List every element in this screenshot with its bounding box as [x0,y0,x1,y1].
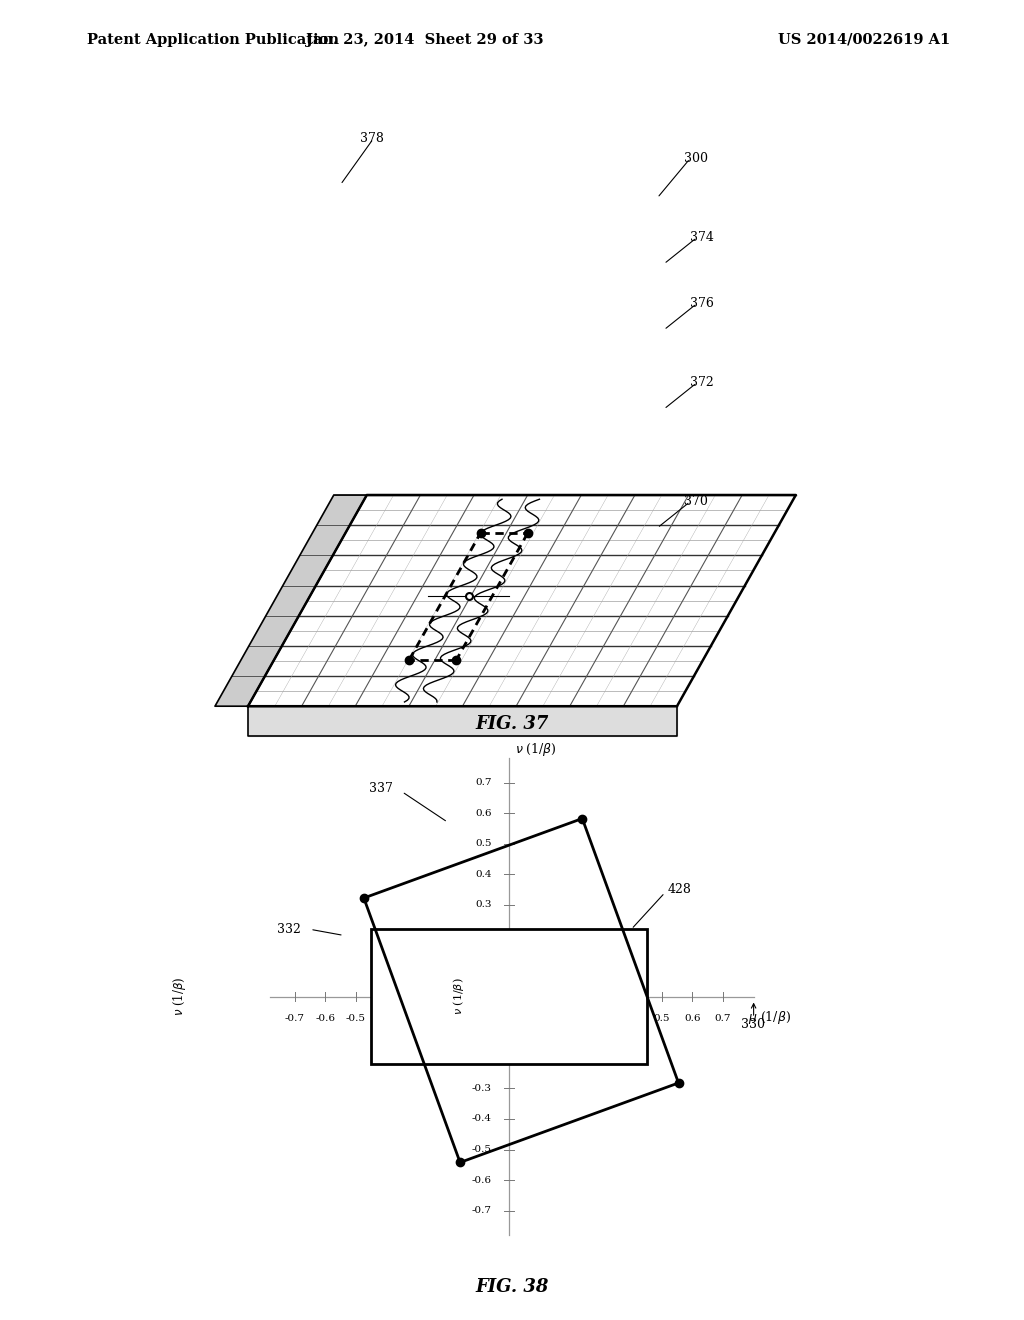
Text: -0.6: -0.6 [315,1014,336,1023]
Text: 372: 372 [690,376,714,389]
Text: $\nu$ (1/$\beta$): $\nu$ (1/$\beta$) [515,741,557,758]
Bar [372,929,646,1064]
Text: 0.5: 0.5 [475,840,492,849]
Text: 378: 378 [360,132,384,145]
Text: -0.1: -0.1 [472,1023,492,1032]
Text: -0.7: -0.7 [472,1206,492,1216]
Text: 374: 374 [690,231,714,244]
Text: US 2014/0022619 A1: US 2014/0022619 A1 [778,33,950,48]
Text: 0.1: 0.1 [475,961,492,970]
Text: -0.5: -0.5 [472,1144,492,1154]
Text: 0.7: 0.7 [475,777,492,787]
Text: FIG. 38: FIG. 38 [475,1278,549,1296]
Text: 0.3: 0.3 [475,900,492,909]
Polygon shape [248,706,677,737]
Text: 376: 376 [690,297,714,310]
Text: 330: 330 [741,1018,765,1031]
Text: FIG. 37: FIG. 37 [475,714,549,733]
Text: $\mu$ (1/$\beta$): $\mu$ (1/$\beta$) [748,1008,791,1026]
Text: -0.2: -0.2 [438,1014,458,1023]
Text: 0.5: 0.5 [653,1014,670,1023]
Text: Jan. 23, 2014  Sheet 29 of 33: Jan. 23, 2014 Sheet 29 of 33 [306,33,544,48]
Text: -0.5: -0.5 [346,1014,366,1023]
Text: 0.3: 0.3 [593,1014,609,1023]
Text: 0.4: 0.4 [475,870,492,879]
Text: 428: 428 [668,883,692,896]
Text: -0.4: -0.4 [377,1014,396,1023]
Text: -0.3: -0.3 [408,1014,427,1023]
Text: -0.7: -0.7 [285,1014,305,1023]
Text: 0.6: 0.6 [475,809,492,817]
Text: 337: 337 [369,783,393,795]
Text: 370: 370 [684,495,708,508]
Text: $\nu$ (1/$\beta$): $\nu$ (1/$\beta$) [171,977,187,1016]
Text: 300: 300 [684,152,708,165]
Text: 0.1: 0.1 [531,1014,548,1023]
Polygon shape [248,495,796,706]
Text: -0.3: -0.3 [472,1084,492,1093]
Polygon shape [215,495,367,706]
Text: -0.6: -0.6 [472,1176,492,1184]
Text: 0.6: 0.6 [684,1014,700,1023]
Text: 0.4: 0.4 [623,1014,640,1023]
Text: $\nu$ (1/$\beta$): $\nu$ (1/$\beta$) [452,978,466,1015]
Text: 332: 332 [278,923,301,936]
Text: -0.2: -0.2 [472,1053,492,1063]
Text: 0.2: 0.2 [475,931,492,940]
Text: -0.4: -0.4 [472,1114,492,1123]
Text: -0.1: -0.1 [468,1014,488,1023]
Text: 0.2: 0.2 [562,1014,579,1023]
Text: 0.7: 0.7 [715,1014,731,1023]
Text: 0: 0 [506,1014,512,1023]
Text: Patent Application Publication: Patent Application Publication [87,33,339,48]
